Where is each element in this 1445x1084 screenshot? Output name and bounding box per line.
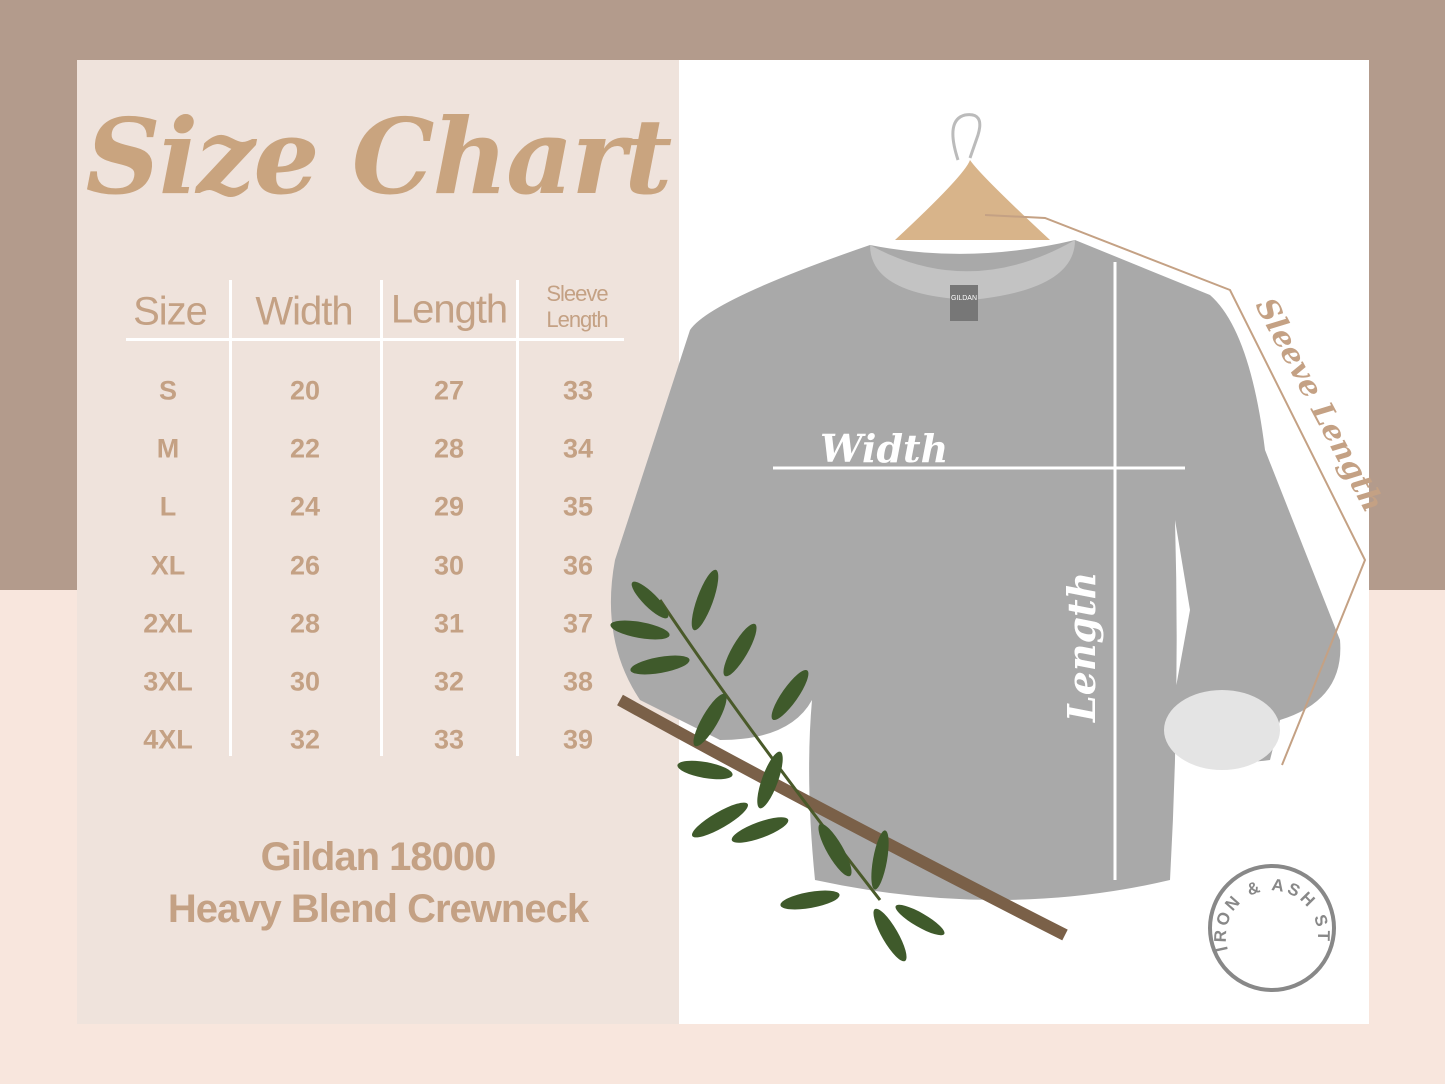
header-width: Width <box>255 289 353 334</box>
measurement-cell: 32 <box>289 724 321 755</box>
measurement-cell: 29 <box>433 491 465 522</box>
label-tag <box>950 285 978 321</box>
measurement-cell: 39 <box>562 724 594 755</box>
measurement-cell: 26 <box>289 550 321 581</box>
width-label: Width <box>820 426 948 471</box>
olive-branch-decoration <box>610 569 1068 962</box>
measurement-cell: 30 <box>289 666 321 697</box>
measurement-cell: 30 <box>433 550 465 581</box>
measurement-cell: 37 <box>562 608 594 639</box>
header-divider <box>126 338 624 341</box>
measurement-cell: 32 <box>433 666 465 697</box>
header-size: Size <box>133 289 208 334</box>
measurement-cell: 24 <box>289 491 321 522</box>
measurement-cell: 36 <box>562 550 594 581</box>
size-cell: 2XL <box>143 608 193 639</box>
measurement-cell: 31 <box>433 608 465 639</box>
measurement-cell: 22 <box>289 433 321 464</box>
column-divider <box>380 280 383 756</box>
header-length: Length <box>390 287 508 332</box>
measurement-cell: 34 <box>562 433 594 464</box>
product-name: Heavy Blend Crewneck <box>167 887 589 931</box>
size-cell: S <box>158 375 178 406</box>
length-label: Length <box>1059 572 1104 723</box>
measurement-cell: 35 <box>562 491 594 522</box>
measurement-cell: 33 <box>433 724 465 755</box>
product-model: Gildan 18000 <box>260 835 497 879</box>
page-title: Size Chart <box>85 95 673 218</box>
measurement-cell: 33 <box>562 375 594 406</box>
measurement-cell: 28 <box>289 608 321 639</box>
header-sleeve-length: Sleeve Length <box>546 281 608 332</box>
size-cell: L <box>159 491 177 522</box>
sweatshirt: GILDAN <box>610 240 1341 900</box>
cuff <box>1164 690 1280 770</box>
size-cell: XL <box>150 550 186 581</box>
size-cell: 3XL <box>143 666 193 697</box>
measurement-lines <box>773 214 1367 880</box>
measurement-cell: 27 <box>433 375 465 406</box>
column-divider <box>516 280 519 756</box>
hanger-icon <box>895 113 1050 240</box>
measurement-cell: 38 <box>562 666 594 697</box>
column-divider <box>229 280 232 756</box>
size-cell: M <box>156 433 180 464</box>
measurement-cell: 20 <box>289 375 321 406</box>
size-cell: 4XL <box>143 724 193 755</box>
tag-text: GILDAN <box>951 295 977 302</box>
size-table-panel <box>77 60 679 1024</box>
measurement-cell: 28 <box>433 433 465 464</box>
